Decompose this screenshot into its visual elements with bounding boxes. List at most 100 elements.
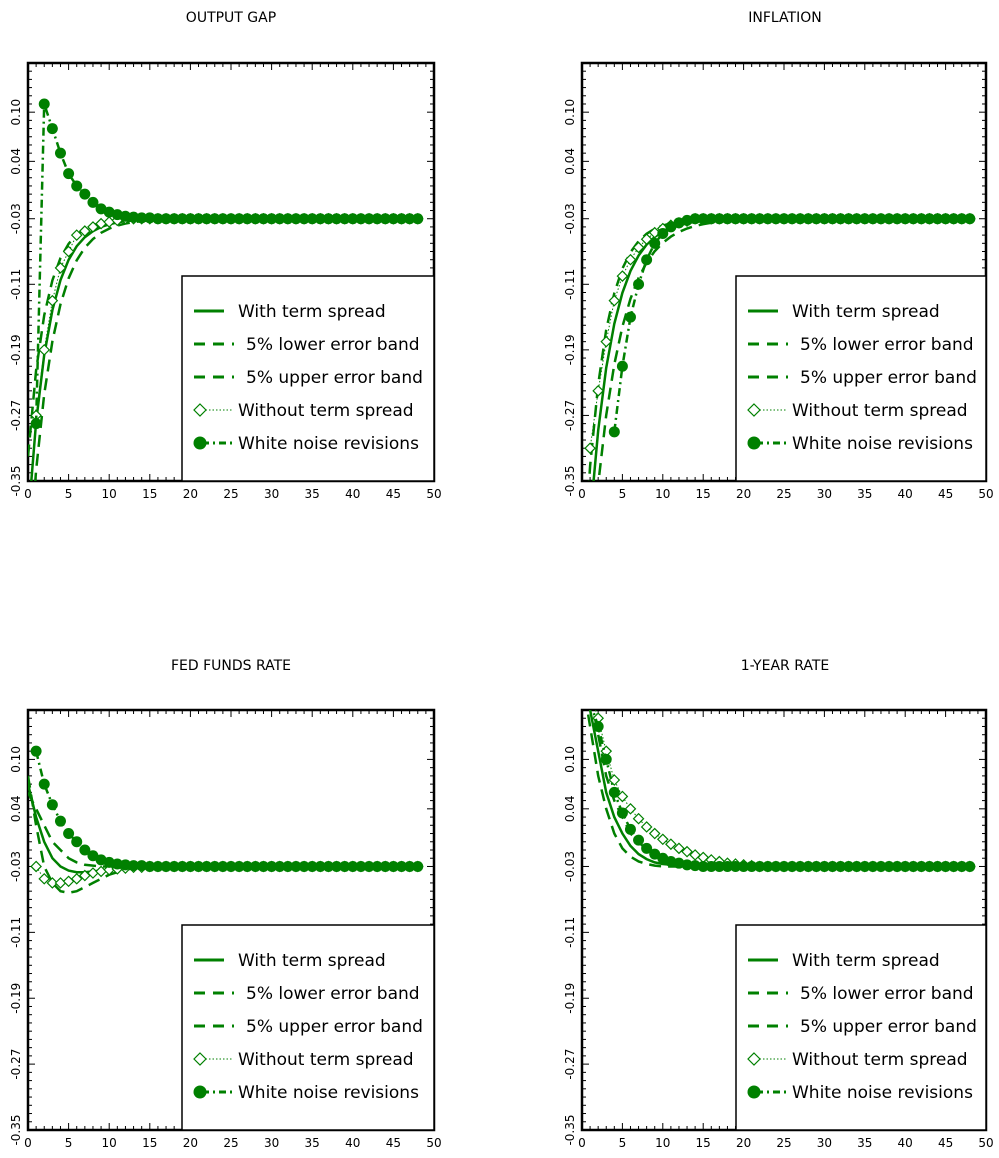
dot-marker <box>730 213 742 225</box>
diamond-marker <box>632 812 645 825</box>
dot-marker <box>119 210 131 222</box>
diamond-marker <box>78 225 91 237</box>
dot-marker <box>144 860 156 872</box>
x-tick-label: 50 <box>978 487 993 501</box>
dot-marker <box>875 860 887 872</box>
dot-marker <box>778 860 790 872</box>
dot-marker <box>176 213 188 225</box>
dot-marker <box>818 213 830 225</box>
dot-marker <box>826 860 838 872</box>
with-term-spread-line <box>28 783 418 874</box>
legend: With term spread 5% lower error band 5% up… <box>181 924 435 1131</box>
plot-area <box>28 745 424 895</box>
dot-marker <box>152 860 164 872</box>
dot-marker <box>746 860 758 872</box>
upper-band-line <box>28 791 418 868</box>
dot-marker <box>794 860 806 872</box>
diamond-marker <box>608 294 621 307</box>
dot-marker <box>932 860 944 872</box>
x-tick-label: 25 <box>776 487 791 501</box>
diamond-marker <box>673 842 685 855</box>
dot-marker <box>713 860 725 872</box>
legend-diamond-marker <box>747 1052 761 1066</box>
y-tick-label: -0.11 <box>563 917 577 948</box>
dot-marker <box>379 213 391 225</box>
x-tick-label: 25 <box>223 487 238 501</box>
dot-marker <box>762 860 774 872</box>
y-tick-label: -0.03 <box>9 851 23 882</box>
dot-marker <box>241 860 253 872</box>
diamond-marker <box>38 344 51 356</box>
dot-marker <box>705 860 717 872</box>
x-tick-label: 10 <box>655 487 670 501</box>
dot-marker <box>891 213 903 225</box>
dot-marker <box>923 213 935 225</box>
legend-label: White noise revisions <box>238 434 419 454</box>
dot-marker <box>241 213 253 225</box>
y-tick-label: -0.27 <box>9 400 23 431</box>
chart-title: INFLATION <box>748 10 821 26</box>
legend-label: With term spread <box>238 951 386 971</box>
dot-marker <box>713 213 725 225</box>
diamond-marker <box>46 294 59 307</box>
dot-marker <box>176 860 188 872</box>
legend-label: White noise revisions <box>238 1083 419 1103</box>
legend-label: With term spread <box>238 302 386 322</box>
dot-marker <box>818 860 830 872</box>
chart-panel-4: 1-YEAR RATE 0 5 10 15 20 25 30 35 40 45 50 -0.35 -0.2… <box>563 658 994 1150</box>
legend: With term spread 5% lower error band 5% up… <box>181 275 435 482</box>
diamond-marker <box>95 865 107 878</box>
dot-marker <box>802 213 814 225</box>
dot-marker <box>339 860 351 872</box>
chart-panel-2: INFLATION 0 5 10 15 20 25 30 35 40 45 50 -0.35 -0.27 -… <box>563 10 994 501</box>
dot-marker <box>306 860 318 872</box>
dot-marker <box>754 860 766 872</box>
dot-marker <box>87 196 99 208</box>
y-tick-label: -0.03 <box>563 851 577 882</box>
dot-marker <box>778 213 790 225</box>
chart-panel-3: FED FUNDS RATE 0 5 10 15 20 25 30 35 40 45 50 -0.35 -… <box>9 658 442 1150</box>
dot-marker <box>851 860 863 872</box>
dot-marker <box>282 860 294 872</box>
diamond-marker <box>624 253 637 266</box>
dot-marker <box>184 213 196 225</box>
dot-marker <box>891 860 903 872</box>
legend-label: With term spread <box>792 951 940 971</box>
legend-label: Without term spread <box>238 401 414 421</box>
y-tick-label: 0.10 <box>563 746 577 773</box>
legend-label: 5% lower error band <box>246 984 420 1004</box>
legend-label: 5% upper error band <box>800 1017 977 1037</box>
plot-area <box>28 98 424 481</box>
y-tick-label: -0.19 <box>9 983 23 1014</box>
dot-marker <box>119 859 131 871</box>
dot-marker <box>883 860 895 872</box>
dot-marker <box>859 213 871 225</box>
y-tick-label: 0.04 <box>9 148 23 175</box>
x-tick-label: 5 <box>65 1136 73 1150</box>
dot-marker <box>217 213 229 225</box>
dot-marker <box>257 213 269 225</box>
dot-marker <box>867 860 879 872</box>
dot-marker <box>649 848 661 860</box>
x-tick-label: 25 <box>223 1136 238 1150</box>
dot-marker <box>875 213 887 225</box>
diamond-marker <box>38 872 51 885</box>
y-tick-label: -0.03 <box>9 203 23 234</box>
dot-marker <box>835 213 847 225</box>
x-tick-label: 45 <box>938 1136 953 1150</box>
dot-marker <box>225 860 237 872</box>
y-tick-label: -0.27 <box>563 400 577 431</box>
dot-marker <box>786 213 798 225</box>
dot-marker <box>274 213 286 225</box>
diamond-marker <box>592 384 605 397</box>
dot-marker <box>608 786 620 798</box>
legend-label: 5% upper error band <box>246 368 423 388</box>
x-tick-label: 5 <box>65 487 73 501</box>
x-tick-label: 35 <box>305 1136 320 1150</box>
dot-marker <box>915 860 927 872</box>
dot-marker <box>79 188 91 200</box>
diamond-marker <box>640 821 653 833</box>
dot-marker <box>225 213 237 225</box>
dot-marker <box>964 213 976 225</box>
dot-marker <box>592 720 604 732</box>
